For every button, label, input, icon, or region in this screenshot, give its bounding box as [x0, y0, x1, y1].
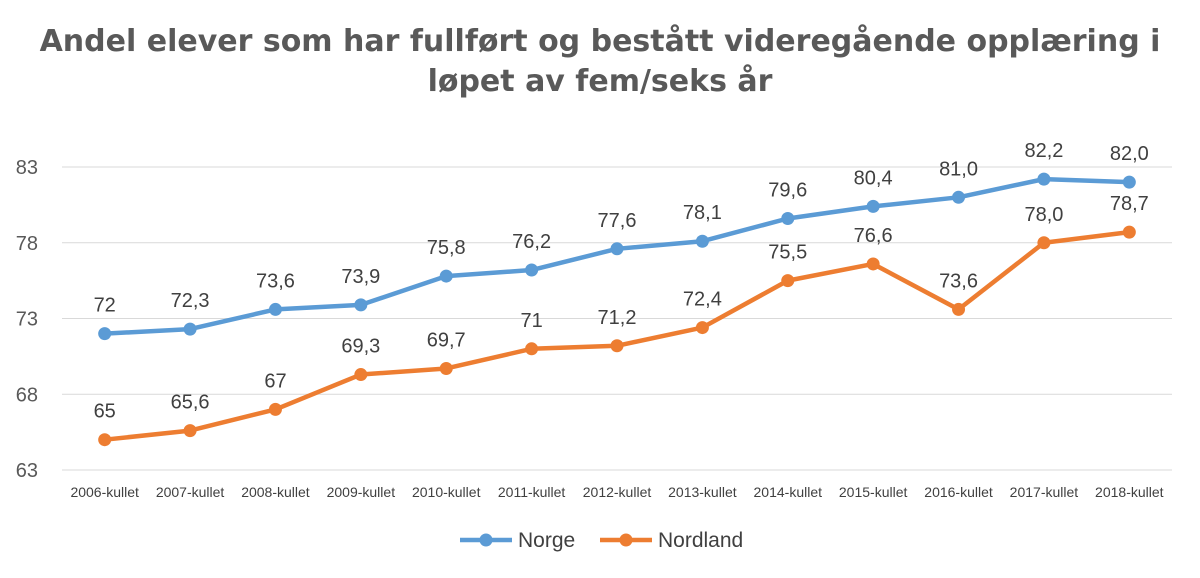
gridlines [62, 166, 1172, 471]
x-tick-label: 2012-kullet [583, 484, 652, 500]
legend-label-nordland: Nordland [658, 529, 743, 552]
data-label-norge: 77,6 [598, 210, 637, 232]
data-point-norge [183, 322, 197, 336]
series-line-nordland [102, 229, 1132, 442]
data-point-norge [610, 242, 624, 256]
data-point-norge [952, 190, 966, 204]
data-label-norge: 72,3 [171, 290, 210, 312]
x-tick-label: 2015-kullet [839, 484, 908, 500]
x-tick-label: 2018-kullet [1095, 484, 1164, 500]
data-point-norge [781, 212, 795, 226]
data-point-norge [525, 263, 539, 277]
x-axis-ticks: 2006-kullet 2007-kullet 2008-kullet 2009-ku… [70, 484, 1163, 500]
data-label-nordland: 78,0 [1024, 204, 1063, 226]
data-label-nordland: 65,6 [171, 392, 210, 414]
x-tick-label: 2006-kullet [70, 484, 139, 500]
data-point-norge [1122, 175, 1136, 189]
y-tick-label: 73 [16, 309, 38, 331]
data-point-nordland [866, 257, 880, 271]
data-label-norge: 79,6 [768, 180, 807, 202]
x-tick-label: 2011-kullet [498, 484, 566, 500]
data-point-nordland [354, 368, 368, 382]
y-axis-ticks: 63 68 73 78 83 [16, 157, 38, 482]
x-tick-label: 2017-kullet [1010, 484, 1079, 500]
data-point-norge [866, 199, 880, 213]
data-label-norge: 80,4 [854, 167, 893, 189]
legend: Norge Nordland [460, 529, 743, 552]
y-tick-label: 63 [16, 460, 38, 482]
data-label-nordland: 73,6 [939, 270, 978, 292]
y-tick-label: 78 [16, 233, 38, 255]
data-labels: 72 72,3 73,6 73,9 75,8 76,2 77,6 78,1 79,6 80,4 81… [94, 140, 1149, 423]
data-label-nordland: 76,6 [854, 225, 893, 247]
x-tick-label: 2016-kullet [924, 484, 993, 500]
data-label-norge: 76,2 [512, 231, 551, 253]
data-label-nordland: 65 [94, 401, 116, 423]
data-point-norge [268, 302, 282, 316]
data-label-norge: 72 [94, 295, 116, 317]
data-label-norge: 73,9 [341, 266, 380, 288]
data-label-nordland: 78,7 [1110, 193, 1149, 215]
legend-swatch-marker [479, 533, 493, 547]
data-point-nordland [695, 321, 709, 335]
data-point-norge [695, 234, 709, 248]
data-point-norge [1037, 172, 1051, 186]
data-label-norge: 75,8 [427, 237, 466, 259]
series-group [98, 172, 1136, 447]
x-tick-label: 2007-kullet [156, 484, 225, 500]
y-tick-label: 68 [16, 384, 38, 406]
data-label-norge: 73,6 [256, 270, 295, 292]
data-label-norge: 78,1 [683, 202, 722, 224]
data-point-norge [439, 269, 453, 283]
legend-label-norge: Norge [518, 529, 575, 552]
data-point-norge [354, 298, 368, 312]
x-tick-label: 2009-kullet [327, 484, 396, 500]
x-tick-label: 2014-kullet [754, 484, 823, 500]
chart-title-line-2: løpet av fem/seks år [427, 64, 773, 99]
data-label-nordland: 71,2 [598, 307, 637, 329]
x-tick-label: 2010-kullet [412, 484, 481, 500]
data-point-nordland [525, 342, 539, 356]
data-point-norge [98, 327, 112, 341]
data-point-nordland [268, 402, 282, 416]
data-label-norge: 82,0 [1110, 143, 1149, 165]
data-point-nordland [183, 424, 197, 438]
data-point-nordland [952, 302, 966, 316]
data-label-norge: 81,0 [939, 158, 978, 180]
chart-title: Andel elever som har fullført og bestått… [0, 22, 1200, 102]
data-label-nordland: 72,4 [683, 289, 722, 311]
data-label-nordland: 71 [520, 310, 542, 332]
data-point-nordland [1122, 225, 1136, 239]
data-point-nordland [1037, 236, 1051, 250]
legend-swatch-marker [619, 533, 633, 547]
x-tick-label: 2008-kullet [241, 484, 310, 500]
data-point-nordland [98, 433, 112, 447]
data-point-nordland [781, 274, 795, 288]
chart-title-line-1: Andel elever som har fullført og bestått… [39, 24, 1161, 59]
data-label-nordland: 69,3 [341, 336, 380, 358]
data-label-nordland: 69,7 [427, 329, 466, 351]
y-tick-label: 83 [16, 157, 38, 179]
data-label-nordland: 75,5 [768, 242, 807, 264]
data-point-nordland [610, 339, 624, 353]
data-label-norge: 82,2 [1024, 140, 1063, 162]
data-point-nordland [439, 361, 453, 375]
data-label-nordland: 67 [264, 370, 286, 392]
x-tick-label: 2013-kullet [668, 484, 737, 500]
